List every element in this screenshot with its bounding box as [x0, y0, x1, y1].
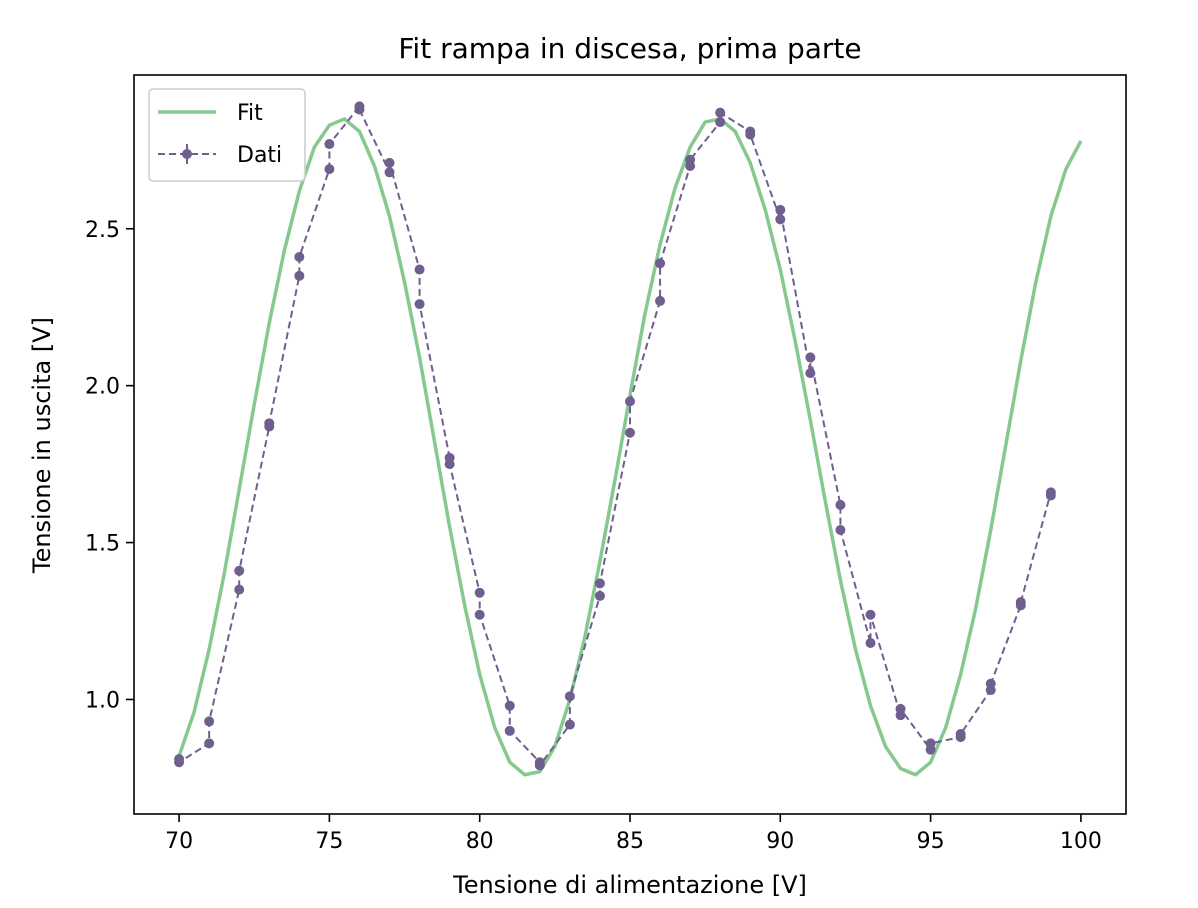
x-tick-label: 90 — [766, 829, 794, 854]
data-series-line — [178, 103, 1052, 769]
data-point — [264, 418, 275, 429]
data-point — [414, 299, 425, 310]
data-point — [895, 703, 906, 714]
data-point — [294, 252, 305, 263]
data-point — [1015, 597, 1026, 608]
data-point — [384, 167, 395, 178]
x-tick-label: 95 — [917, 829, 945, 854]
data-point — [564, 719, 575, 730]
data-point — [685, 154, 696, 165]
data-point — [444, 459, 455, 470]
data-point — [715, 117, 726, 128]
data-point — [655, 258, 666, 269]
y-axis-label: Tensione in uscita [V] — [28, 317, 56, 574]
data-point — [474, 609, 485, 620]
axis-ticks: 70 75 80 85 90 95 100 1.0 1.5 2.0 2.5 — [85, 218, 1102, 854]
y-tick-label: 2.5 — [85, 218, 120, 243]
data-point — [835, 499, 846, 510]
data-point — [594, 578, 605, 589]
data-point — [204, 716, 215, 727]
x-tick-label: 70 — [165, 829, 193, 854]
data-point — [715, 107, 726, 118]
plot-frame — [133, 74, 1127, 815]
data-point — [534, 760, 545, 771]
data-point — [865, 637, 876, 648]
data-point — [925, 738, 936, 749]
series-layer — [174, 101, 1083, 777]
legend: Fit Dati — [148, 88, 306, 182]
data-point — [324, 164, 335, 175]
data-point — [745, 129, 756, 140]
data-point — [775, 204, 786, 215]
data-point — [234, 584, 245, 595]
data-point — [474, 587, 485, 598]
data-point — [204, 738, 215, 749]
x-axis-label: Tensione di alimentazione [V] — [452, 871, 807, 899]
x-tick-label: 85 — [616, 829, 644, 854]
data-point — [294, 270, 305, 281]
data-point — [805, 352, 816, 363]
legend-data-marker — [182, 149, 192, 159]
data-point — [564, 691, 575, 702]
data-point — [384, 157, 395, 168]
data-point — [775, 214, 786, 225]
legend-data-label: Dati — [237, 143, 282, 168]
y-tick-label: 2.0 — [85, 375, 120, 400]
data-point — [805, 368, 816, 379]
data-point — [324, 139, 335, 150]
data-point — [655, 295, 666, 306]
data-point — [594, 590, 605, 601]
data-point — [504, 725, 515, 736]
data-point — [865, 609, 876, 620]
data-point — [234, 565, 245, 576]
legend-fit-label: Fit — [237, 101, 263, 126]
data-point — [414, 264, 425, 275]
data-point — [625, 396, 635, 407]
y-tick-label: 1.5 — [85, 532, 120, 557]
y-tick-label: 1.0 — [85, 688, 120, 713]
x-tick-label: 80 — [466, 829, 494, 854]
data-point — [174, 757, 185, 768]
x-tick-label: 100 — [1060, 829, 1102, 854]
x-tick-label: 75 — [315, 829, 343, 854]
data-point — [625, 427, 635, 438]
data-point — [1045, 490, 1056, 501]
data-point — [955, 728, 966, 739]
chart-title: Fit rampa in discesa, prima parte — [398, 32, 861, 65]
data-point — [985, 678, 996, 689]
data-point — [835, 525, 846, 536]
fit-series-line — [177, 117, 1083, 777]
data-point — [504, 700, 515, 711]
data-point — [354, 104, 365, 115]
